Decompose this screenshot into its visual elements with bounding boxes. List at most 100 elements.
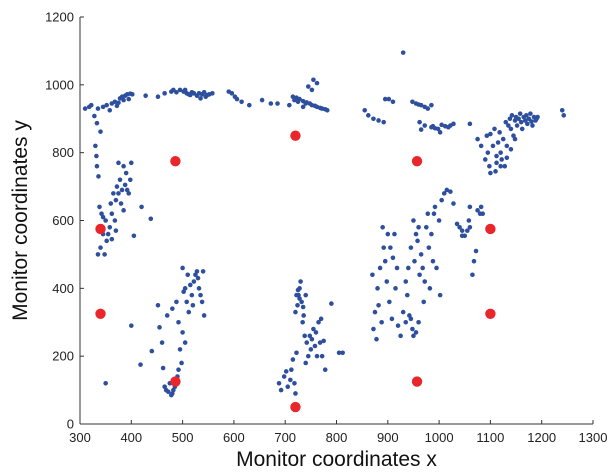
gaze-point xyxy=(309,87,315,93)
gaze-point xyxy=(425,211,431,217)
target-points-series xyxy=(95,130,496,413)
gaze-point xyxy=(109,211,115,217)
gaze-point xyxy=(97,204,102,210)
gaze-point xyxy=(406,265,411,271)
gaze-point xyxy=(301,313,306,318)
target-point xyxy=(485,223,496,235)
gaze-point xyxy=(372,309,378,315)
gaze-point xyxy=(198,292,203,298)
gaze-point xyxy=(380,224,385,230)
gaze-point xyxy=(429,102,434,108)
target-point xyxy=(170,376,181,387)
y-tick-label: 1200 xyxy=(45,10,74,25)
gaze-point xyxy=(155,302,161,308)
gaze-point xyxy=(504,143,510,149)
gaze-point xyxy=(465,228,470,233)
gaze-point xyxy=(295,287,301,293)
gaze-point xyxy=(148,216,154,222)
gaze-point xyxy=(386,96,392,102)
gaze-point xyxy=(143,93,148,98)
gaze-point xyxy=(229,91,235,96)
gaze-point xyxy=(420,265,425,271)
gaze-point xyxy=(504,155,510,161)
gaze-point xyxy=(300,319,305,325)
gaze-point xyxy=(275,101,280,106)
gaze-point xyxy=(94,153,99,159)
gaze-point xyxy=(126,191,132,196)
y-tick-label: 0 xyxy=(67,417,74,432)
gaze-point xyxy=(494,153,499,159)
gaze-point xyxy=(194,269,200,274)
y-tick-label: 600 xyxy=(52,213,74,228)
gaze-point xyxy=(413,330,419,335)
gaze-point xyxy=(390,255,396,261)
gaze-point xyxy=(454,221,460,227)
y-axis-ticks: 0 200 400 600 800 1000 1200 xyxy=(45,10,84,432)
gaze-point xyxy=(487,163,492,169)
x-tick-label: 400 xyxy=(120,430,142,445)
gaze-point xyxy=(165,389,171,395)
gaze-point xyxy=(517,111,523,116)
gaze-point xyxy=(293,391,298,396)
gaze-point xyxy=(495,140,501,145)
gaze-point xyxy=(116,160,121,166)
gaze-point xyxy=(314,80,320,86)
gaze-point xyxy=(441,191,447,196)
gaze-point xyxy=(182,340,188,345)
gaze-point xyxy=(126,96,132,102)
gaze-point xyxy=(278,387,284,393)
gaze-point xyxy=(191,279,197,284)
gaze-point xyxy=(157,325,162,330)
gaze-point xyxy=(176,319,181,325)
gaze-point xyxy=(159,340,165,345)
target-point xyxy=(290,401,301,413)
gaze-point xyxy=(318,316,324,322)
gaze-point xyxy=(423,224,429,230)
gaze-point xyxy=(293,309,298,315)
gaze-point xyxy=(130,92,135,97)
gaze-point xyxy=(485,150,491,155)
gaze-point xyxy=(400,50,406,55)
gaze-point xyxy=(410,99,415,105)
gaze-point xyxy=(470,272,475,278)
gaze-point xyxy=(100,214,106,220)
gaze-point xyxy=(201,313,207,318)
gaze-point xyxy=(494,160,499,166)
gaze-point xyxy=(467,224,473,230)
gaze-point xyxy=(317,340,323,345)
gaze-points-series xyxy=(82,50,567,398)
gaze-point xyxy=(182,87,188,93)
gaze-point xyxy=(499,157,504,162)
gaze-point xyxy=(122,182,128,188)
gaze-point xyxy=(138,362,143,367)
gaze-point xyxy=(384,279,390,284)
gaze-point xyxy=(413,231,419,237)
gaze-point xyxy=(174,299,179,305)
gaze-point xyxy=(287,102,292,108)
gaze-point xyxy=(389,316,395,322)
gaze-point xyxy=(535,114,540,120)
gaze-point xyxy=(507,116,513,122)
gaze-point xyxy=(434,265,439,271)
gaze-point xyxy=(518,119,524,125)
gaze-point xyxy=(196,286,202,291)
gaze-point xyxy=(448,189,453,194)
y-axis-label: Monitor coordinates y xyxy=(9,120,32,321)
gaze-point xyxy=(488,131,493,137)
data-points xyxy=(82,50,567,413)
gaze-point xyxy=(276,381,282,386)
gaze-point xyxy=(392,231,397,237)
gaze-point xyxy=(525,121,530,127)
gaze-point xyxy=(427,286,433,291)
gaze-point xyxy=(92,113,97,119)
gaze-point xyxy=(404,292,410,298)
gaze-point xyxy=(488,170,493,176)
gaze-point xyxy=(305,84,311,89)
gaze-point xyxy=(467,204,473,210)
gaze-point xyxy=(107,224,113,230)
gaze-point xyxy=(432,204,438,210)
gaze-point xyxy=(418,102,424,108)
x-tick-label: 900 xyxy=(377,430,399,445)
gaze-point xyxy=(480,211,486,217)
